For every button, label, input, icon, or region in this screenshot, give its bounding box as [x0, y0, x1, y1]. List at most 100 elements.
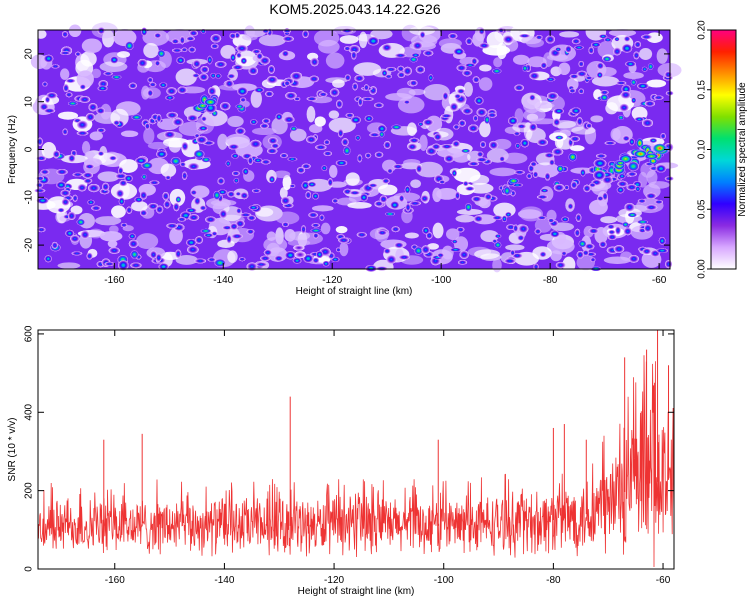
spectrogram-cell: [546, 77, 556, 82]
spectrogram-cell: [238, 257, 246, 262]
spectrogram-cell: [323, 139, 331, 145]
spectrogram-cell: [100, 103, 112, 120]
spectrogram-cell: [377, 124, 387, 133]
spectrogram-cell: [61, 31, 69, 38]
spectrogram-cell: [163, 130, 176, 139]
spectrogram-cell: [258, 34, 286, 47]
spectrogram-cell: [456, 64, 467, 72]
spectrogram-cell: [568, 88, 576, 94]
spectrogram-cell: [242, 33, 258, 41]
spectrogram-cell: [154, 60, 161, 67]
spectrogram-cell: [370, 28, 393, 40]
spectrogram-cell: [141, 173, 147, 180]
spectrogram-cell: [418, 122, 424, 127]
spectrogram-cell: [660, 132, 666, 140]
spectrogram-cell: [575, 213, 582, 223]
spectrogram-cell: [664, 71, 672, 79]
spectrogram-cell: [390, 201, 400, 210]
spectrogram-cell: [275, 211, 300, 225]
spectrogram-cell: [590, 42, 601, 48]
spectrogram-cell: [195, 135, 208, 144]
colorbar-tick-label: 0.00: [697, 259, 708, 279]
spectrogram-cell: [553, 118, 561, 127]
spectrogram-cell: [378, 184, 398, 196]
spectrogram-cell: [56, 181, 67, 189]
spectrogram-cell: [419, 31, 426, 39]
spectrogram-cell: [465, 186, 475, 191]
spectrogram-cell: [225, 160, 231, 167]
spectrogram-cell: [374, 151, 384, 158]
spectrogram-cell: [65, 78, 76, 83]
spectrogram-cell: [158, 263, 169, 271]
spectrogram-cell: [540, 61, 548, 69]
spectrogram-cell: [514, 84, 525, 92]
spectrogram-cell: [118, 197, 125, 206]
spectrogram-cell: [407, 143, 418, 151]
spectrogram-cell: [281, 221, 290, 228]
spectrogram-cell: [536, 138, 549, 146]
spectrogram-cell: [155, 205, 164, 214]
spectrogram-cell: [338, 237, 350, 244]
spectrogram-cell: [260, 255, 271, 262]
spectrogram-cell: [308, 212, 319, 218]
spectrogram-cell: [65, 229, 75, 237]
spectrogram-cell: [480, 230, 499, 243]
spectrogram-cell: [415, 164, 423, 174]
spectrogram-cell: [62, 128, 68, 136]
spectrogram-y-ticks: -20 -10 0 10 20: [24, 48, 670, 252]
spectrogram-cell: [97, 171, 120, 182]
spectrogram-cell: [266, 147, 278, 155]
spectrogram-cell: [472, 32, 484, 47]
spectrogram-cell: [343, 146, 351, 156]
spectrogram-cell: [514, 170, 525, 175]
colorbar-tick-label: 0.15: [697, 80, 708, 100]
spectrogram-cell: [219, 209, 228, 219]
spectrogram-cell: [282, 35, 295, 42]
spectrogram-cell: [263, 249, 273, 256]
spectrogram-cell: [591, 75, 620, 87]
spectrogram-cell: [328, 164, 338, 178]
spectrogram-cell: [443, 154, 455, 163]
spectrogram-cell: [537, 215, 547, 220]
spectrogram-cell: [186, 114, 199, 122]
spectrogram-cell: [155, 150, 168, 159]
spectrogram-cell: [582, 249, 590, 256]
spectrogram-cell: [323, 150, 333, 157]
spectrogram-cell: [617, 180, 628, 188]
spectrogram-cell: [177, 217, 187, 222]
spectrogram-cell: [249, 119, 258, 125]
spectrogram-cell: [179, 36, 185, 45]
spectrogram-cell: [318, 92, 328, 97]
spectrogram-cell: [644, 100, 656, 107]
spectrogram-cell: [570, 107, 582, 115]
spectrogram-cell: [236, 44, 248, 53]
spectrogram-cell: [311, 205, 334, 212]
x-tick-label: -120: [324, 575, 344, 586]
spectrogram-cell: [165, 28, 194, 44]
spectrogram-cell: [290, 71, 303, 81]
spectrogram-cell: [343, 46, 351, 52]
spectrogram-cell: [547, 218, 555, 223]
spectrogram-cell: [488, 140, 499, 150]
spectrogram-cell: [576, 116, 583, 126]
spectrogram-cell: [453, 124, 460, 130]
spectrogram-cell: [513, 224, 519, 233]
spectrogram-cell: [229, 222, 239, 231]
spectrogram-cell: [519, 206, 544, 222]
spectrogram-cell: [585, 122, 593, 129]
spectrogram-cell: [136, 233, 159, 250]
spectrogram-cell: [487, 112, 497, 118]
spectrogram-cell: [147, 202, 159, 210]
spectrogram-cell: [171, 38, 180, 45]
spectrogram-cell: [461, 148, 471, 153]
spectrogram-cell: [415, 65, 426, 74]
spectrogram-cell: [456, 208, 483, 216]
spectrogram-cell: [128, 239, 139, 249]
spectrogram-cell: [181, 171, 188, 181]
spectrogram-cell: [564, 45, 572, 54]
spectrogram-cell: [544, 152, 555, 159]
spectrogram-cell: [337, 128, 344, 138]
spectrogram-cell: [505, 244, 525, 251]
spectrogram-cell: [192, 73, 200, 78]
spectrogram-cell: [283, 115, 295, 124]
